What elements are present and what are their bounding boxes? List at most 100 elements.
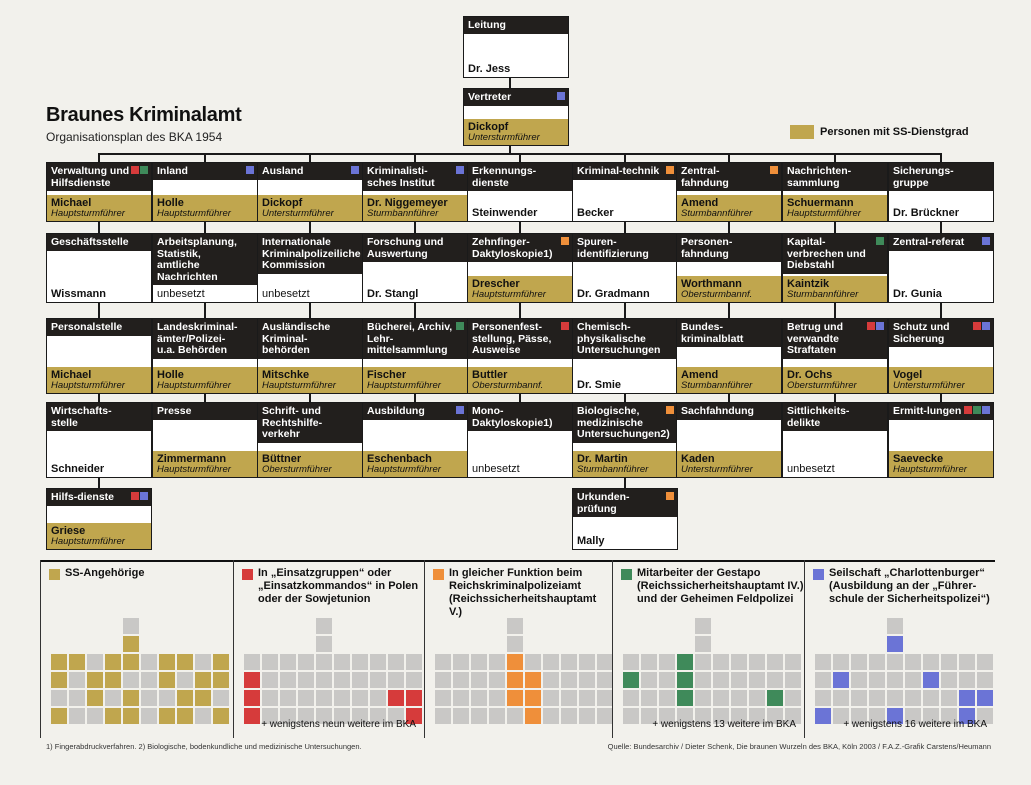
affiliation-marks	[982, 237, 990, 245]
person-cell	[51, 690, 67, 706]
org-unit-box: Sachfahndung Kaden Untersturmführer	[676, 402, 782, 478]
person-cell	[123, 672, 139, 688]
connector-line	[519, 220, 521, 235]
person-cell	[561, 690, 577, 706]
org-unit-box: Bücherei, Archiv, Lehr-mittelsammlung Fis…	[362, 318, 468, 394]
affiliation-mark-red	[561, 322, 569, 330]
person-cell	[280, 708, 296, 724]
person-cell	[731, 690, 747, 706]
person-cell	[280, 654, 296, 670]
connector-line	[624, 220, 626, 235]
person-cell	[159, 690, 175, 706]
person-cell	[713, 708, 729, 724]
org-unit-box: Leitung Dr. Jess	[463, 16, 569, 78]
unit-heading: Vertreter	[464, 89, 568, 106]
org-unit-box: Kriminalisti-sches Institut Dr. Niggemeye…	[362, 162, 468, 222]
person-cell	[352, 690, 368, 706]
person-cell	[525, 690, 541, 706]
org-unit-box: Chemisch-physikalische Untersuchungen Dr.…	[572, 318, 678, 394]
unit-heading: Landeskriminal-ämter/Polizei-u.a. Behörd…	[153, 319, 257, 359]
person-cell	[370, 708, 386, 724]
person-cell	[579, 708, 595, 724]
person-cell	[435, 708, 451, 724]
ss-rank: Hauptsturmführer	[367, 380, 441, 391]
person-cell	[489, 672, 505, 688]
person-cell	[352, 708, 368, 724]
person-cell	[489, 690, 505, 706]
panel-note: + wenigstens 16 weitere im BKA	[843, 719, 987, 730]
org-unit-box: Hilfs-dienste Griese Hauptsturmführer	[46, 488, 152, 550]
affiliation-mark-red	[131, 492, 139, 500]
affiliation-mark-blue	[876, 322, 884, 330]
unit-heading: Presse	[153, 403, 257, 420]
ss-rank: Hauptsturmführer	[893, 464, 967, 475]
person-name: Schneider	[51, 463, 105, 475]
org-unit-box: Schrift- und Rechtshilfe-verkehr Büttner O…	[257, 402, 363, 478]
person-cell	[123, 618, 139, 634]
affiliation-mark-green	[876, 237, 884, 245]
affiliation-mark-blue	[982, 322, 990, 330]
person-cell	[370, 672, 386, 688]
person-cell	[489, 654, 505, 670]
person-cell	[105, 672, 121, 688]
connector-line	[309, 392, 311, 404]
panel-label: Mitarbeiter der Gestapo (Reichssicherhei…	[621, 567, 804, 606]
affiliation-marks	[973, 322, 990, 330]
affiliation-mark-blue	[557, 92, 565, 100]
affiliation-marks	[561, 237, 569, 245]
affiliation-mark-red	[964, 406, 972, 414]
person-cell	[388, 690, 404, 706]
person-cell	[298, 708, 314, 724]
ss-rank: Hauptsturmführer	[787, 208, 861, 219]
summary-panel: Mitarbeiter der Gestapo (Reichssicherhei…	[612, 560, 804, 738]
connector-line	[834, 392, 836, 404]
connector-line	[728, 153, 730, 162]
unit-person: Dr. Martin Sturmbannführer	[573, 451, 677, 477]
unit-heading: Ausland	[258, 163, 362, 180]
person-cell	[388, 708, 404, 724]
affiliation-mark-green	[456, 322, 464, 330]
person-name: Holle	[157, 197, 184, 209]
org-unit-box: Zentral-referat Dr. Gunia	[888, 233, 994, 303]
ss-rank: Obersturmbannf.	[681, 289, 753, 300]
person-name: unbesetzt	[157, 288, 205, 300]
connector-line	[98, 153, 100, 162]
unit-heading: Hilfs-dienste	[47, 489, 151, 506]
unit-person: Holle Hauptsturmführer	[153, 195, 257, 221]
person-name: Dr. Gunia	[893, 288, 942, 300]
panel-label: In gleicher Funktion beim Reichskriminal…	[433, 567, 612, 619]
connector-line	[414, 301, 416, 320]
unit-heading: Schutz und Sicherung	[889, 319, 993, 347]
affiliation-marks	[246, 166, 254, 174]
person-cell	[141, 708, 157, 724]
person-name: Saevecke	[893, 453, 944, 465]
person-name: Dr. Stangl	[367, 288, 419, 300]
unit-person: Dr. Ochs Obersturmführer	[783, 367, 887, 393]
org-unit-box: Sittlichkeits-delikte unbesetzt	[782, 402, 888, 478]
person-cell	[507, 654, 523, 670]
ss-legend: Personen mit SS-Dienstgrad	[790, 125, 969, 139]
connector-line	[509, 78, 511, 88]
org-unit-box: Internationale Kriminalpolizeiliche Komm…	[257, 233, 363, 303]
person-cell	[785, 654, 801, 670]
person-cell	[815, 690, 831, 706]
connector-line	[519, 301, 521, 320]
unit-person: Dr. Stangl	[363, 286, 467, 302]
connector-line	[728, 301, 730, 320]
person-cell	[641, 654, 657, 670]
person-cell	[887, 618, 903, 634]
person-name: Mally	[577, 535, 605, 547]
person-cell	[334, 672, 350, 688]
unit-heading: Zentral-referat	[889, 234, 993, 251]
person-cell	[869, 672, 885, 688]
person-name: Steinwender	[472, 207, 538, 219]
person-name: Dickopf	[262, 197, 303, 209]
person-cell	[244, 672, 260, 688]
unit-heading: Mono-Daktyloskopie1)	[468, 403, 572, 431]
connector-line	[940, 153, 942, 162]
unit-person: Kaden Untersturmführer	[677, 451, 781, 477]
person-cell	[316, 708, 332, 724]
person-cell	[262, 672, 278, 688]
unit-heading: Personen-fahndung	[677, 234, 781, 262]
person-cell	[195, 672, 211, 688]
